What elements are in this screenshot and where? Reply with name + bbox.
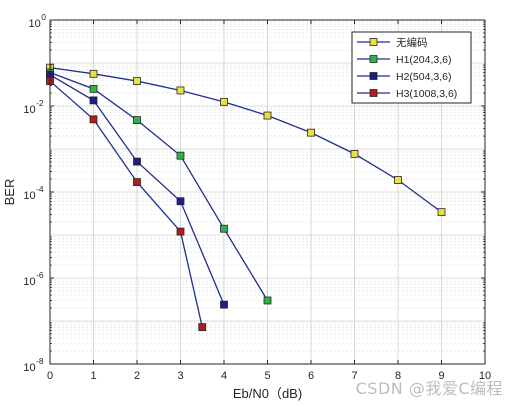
series-line	[49, 71, 269, 301]
x-tick-label: 3	[177, 370, 183, 382]
data-point	[307, 128, 315, 137]
x-tick-label: 10	[479, 370, 491, 382]
y-tick-label: 10	[23, 104, 35, 116]
y-tick-exponent: -2	[36, 98, 44, 108]
x-tick-label: 1	[90, 370, 96, 382]
legend-item: H2(504,3,6)	[357, 71, 451, 83]
legend-marker	[369, 89, 378, 97]
legend-label: H3(1008,3,6)	[396, 88, 457, 100]
x-tick-label: 0	[47, 370, 53, 382]
data-point	[263, 111, 272, 120]
data-point	[89, 115, 98, 124]
y-axis-label: BER	[2, 179, 17, 206]
y-tick-label: 10	[29, 18, 41, 30]
series-layer	[46, 63, 446, 332]
y-tick-exponent: -8	[36, 356, 44, 366]
x-tick-label: 4	[221, 370, 227, 382]
data-point	[263, 296, 272, 305]
y-tick-exponent: -4	[36, 184, 44, 194]
x-axis: 0 1 2 3 4 5 6 7 8 9 10	[47, 20, 491, 382]
legend-label: H2(504,3,6)	[396, 71, 451, 83]
y-tick-label: 10	[23, 362, 35, 374]
x-tick-label: 2	[134, 370, 140, 382]
data-point	[133, 178, 141, 186]
y-tick-exponent: 0	[41, 12, 46, 22]
y-tick-exponent: -6	[36, 270, 44, 280]
data-point	[133, 77, 141, 85]
x-tick-label: 5	[264, 370, 270, 382]
y-tick-label: 10	[23, 190, 35, 202]
data-point	[133, 157, 141, 166]
data-point	[176, 197, 185, 206]
legend-marker	[369, 38, 378, 46]
legend-label: 无编码	[396, 36, 428, 49]
legend-item: 无编码	[357, 36, 428, 49]
series-line	[49, 66, 442, 213]
x-tick-label: 6	[308, 370, 314, 382]
legend-marker	[369, 72, 378, 80]
data-point	[89, 69, 98, 78]
data-point	[220, 97, 228, 106]
data-point	[350, 149, 359, 158]
data-point	[176, 86, 185, 95]
legend-item: H1(204,3,6)	[357, 54, 451, 66]
data-point	[176, 151, 185, 160]
data-point	[89, 96, 98, 105]
legend: 无编码 H1(204,3,6) H2(504,3,6) H3(1008,3,6)	[351, 31, 472, 104]
data-point	[437, 208, 446, 217]
series-2	[46, 68, 272, 305]
data-point	[176, 227, 185, 236]
data-point	[89, 84, 98, 93]
legend-marker	[369, 55, 378, 63]
data-point	[133, 116, 141, 124]
x-tick-label: 7	[351, 370, 357, 382]
legend-item: H3(1008,3,6)	[357, 88, 457, 100]
data-point	[220, 224, 228, 233]
watermark-text: CSDN @我爱C编程	[355, 379, 503, 398]
data-point	[394, 176, 402, 184]
legend-label: H1(204,3,6)	[396, 54, 451, 66]
y-tick-label: 10	[23, 276, 35, 288]
data-point	[220, 300, 228, 309]
series-1	[46, 63, 446, 217]
x-tick-label: 8	[395, 370, 401, 382]
x-tick-label: 9	[438, 370, 444, 382]
x-axis-label: Eb/N0（dB)	[233, 386, 302, 401]
data-point	[198, 323, 207, 332]
major-gridlines	[50, 20, 485, 364]
